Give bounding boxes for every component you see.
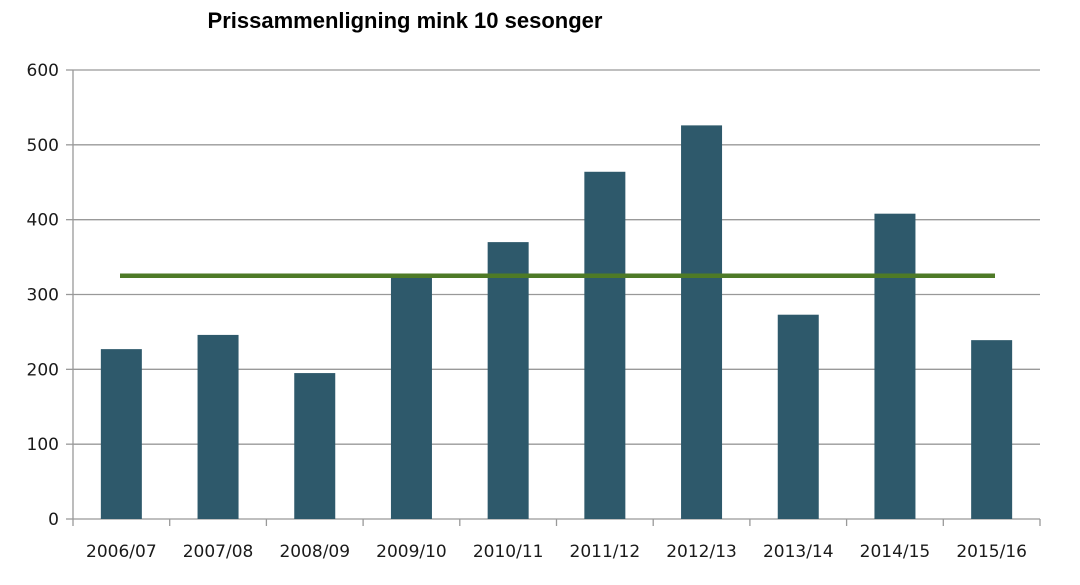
- bar: [100, 349, 142, 519]
- y-tick-label: 400: [27, 211, 59, 231]
- bar: [197, 334, 239, 519]
- x-tick-label: 2009/10: [376, 542, 447, 562]
- x-tick-label: 2010/11: [473, 542, 544, 562]
- y-tick-label: 100: [27, 435, 59, 455]
- bar: [584, 171, 626, 520]
- y-tick-label: 500: [27, 136, 59, 156]
- x-tick-label: 2008/09: [279, 542, 350, 562]
- bar: [390, 275, 432, 519]
- y-tick-label: 0: [48, 510, 59, 530]
- bar: [971, 340, 1013, 519]
- y-tick-label: 600: [27, 61, 59, 81]
- bar: [681, 125, 723, 520]
- x-tick-label: 2006/07: [86, 542, 157, 562]
- bar: [487, 242, 529, 519]
- bar: [294, 373, 336, 519]
- x-tick-label: 2014/15: [860, 542, 931, 562]
- x-tick-label: 2015/16: [956, 542, 1027, 562]
- chart-title: Prissammenligning mink 10 sesonger: [207, 8, 603, 33]
- x-tick-label: 2011/12: [570, 542, 641, 562]
- y-tick-label: 200: [27, 360, 59, 380]
- x-tick-label: 2012/13: [666, 542, 737, 562]
- bar: [777, 314, 819, 519]
- y-tick-label: 300: [27, 286, 59, 306]
- x-tick-label: 2013/14: [763, 542, 834, 562]
- x-tick-label: 2007/08: [183, 542, 254, 562]
- bar: [874, 213, 916, 519]
